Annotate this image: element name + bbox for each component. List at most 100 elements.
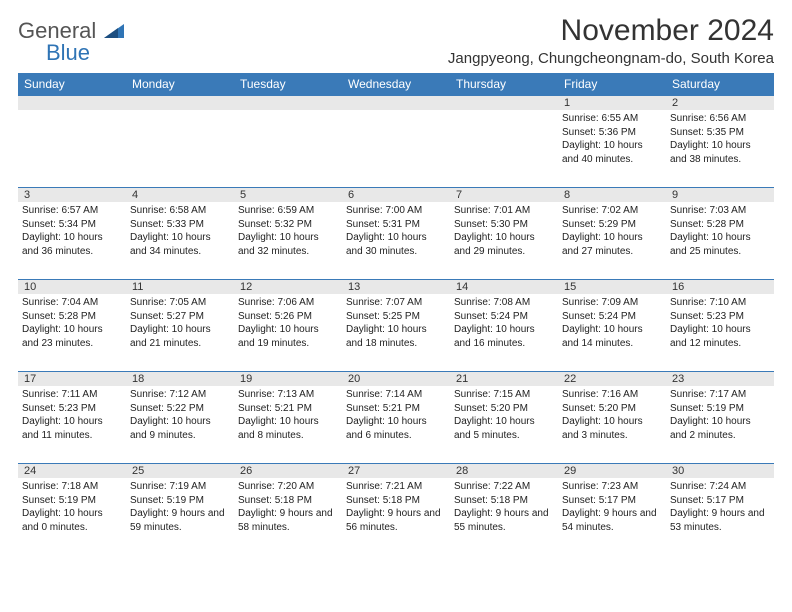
day-detail-line: Sunset: 5:36 PM [562,126,662,140]
day-number: 2 [666,96,774,110]
day-detail-line: Sunrise: 6:56 AM [670,112,770,126]
day-details [18,110,126,114]
calendar-cell: 5Sunrise: 6:59 AMSunset: 5:32 PMDaylight… [234,188,342,280]
day-number [126,96,234,110]
day-detail-line: Daylight: 9 hours and 54 minutes. [562,507,662,534]
day-detail-line: Daylight: 10 hours and 16 minutes. [454,323,554,350]
day-detail-line: Sunset: 5:27 PM [130,310,230,324]
day-details: Sunrise: 7:17 AMSunset: 5:19 PMDaylight:… [666,386,774,444]
calendar-cell: 14Sunrise: 7:08 AMSunset: 5:24 PMDayligh… [450,280,558,372]
day-detail-line: Sunrise: 6:58 AM [130,204,230,218]
day-detail-line: Sunset: 5:18 PM [238,494,338,508]
day-number: 10 [18,280,126,294]
day-details: Sunrise: 7:15 AMSunset: 5:20 PMDaylight:… [450,386,558,444]
day-detail-line: Sunset: 5:34 PM [22,218,122,232]
day-number: 24 [18,464,126,478]
logo-text-2: Blue [46,40,124,66]
day-detail-line: Sunset: 5:17 PM [670,494,770,508]
day-number: 21 [450,372,558,386]
calendar-cell: 28Sunrise: 7:22 AMSunset: 5:18 PMDayligh… [450,464,558,556]
day-details: Sunrise: 6:59 AMSunset: 5:32 PMDaylight:… [234,202,342,260]
day-number [450,96,558,110]
day-detail-line: Sunset: 5:29 PM [562,218,662,232]
day-detail-line: Sunrise: 7:17 AM [670,388,770,402]
day-detail-line: Sunset: 5:21 PM [238,402,338,416]
calendar-cell: 23Sunrise: 7:17 AMSunset: 5:19 PMDayligh… [666,372,774,464]
day-details: Sunrise: 7:08 AMSunset: 5:24 PMDaylight:… [450,294,558,352]
day-details: Sunrise: 7:16 AMSunset: 5:20 PMDaylight:… [558,386,666,444]
calendar-week-row: 1Sunrise: 6:55 AMSunset: 5:36 PMDaylight… [18,96,774,188]
day-detail-line: Sunrise: 7:00 AM [346,204,446,218]
day-detail-line: Sunset: 5:26 PM [238,310,338,324]
day-details [342,110,450,114]
calendar-cell: 16Sunrise: 7:10 AMSunset: 5:23 PMDayligh… [666,280,774,372]
day-detail-line: Sunrise: 7:15 AM [454,388,554,402]
calendar-cell [450,96,558,188]
day-detail-line: Sunset: 5:35 PM [670,126,770,140]
calendar-body: 1 Sunrise: 6:55 AMSunset: 5:36 PM Daylight… [18,96,774,556]
day-details: Sunrise: 7:07 AMSunset: 5:25 PMDaylight:… [342,294,450,352]
day-details: Sunrise: 7:02 AMSunset: 5:29 PMDaylight:… [558,202,666,260]
day-detail-line: Sunrise: 7:13 AM [238,388,338,402]
day-detail-line: Sunrise: 7:06 AM [238,296,338,310]
day-number: 20 [342,372,450,386]
day-detail-line: Sunset: 5:18 PM [454,494,554,508]
header: General Blue November 2024 Jangpyeong, C… [18,14,774,67]
calendar-cell: 17Sunrise: 7:11 AMSunset: 5:23 PMDayligh… [18,372,126,464]
logo-text-block: General Blue [18,18,124,66]
day-detail-line: Sunrise: 6:55 AM [562,112,662,126]
day-number: 1 [558,96,666,110]
day-number: 26 [234,464,342,478]
day-detail-line: Daylight: 9 hours and 53 minutes. [670,507,770,534]
day-detail-line: Daylight: 9 hours and 59 minutes. [130,507,230,534]
day-detail-line: Sunrise: 7:16 AM [562,388,662,402]
day-detail-line: Sunset: 5:30 PM [454,218,554,232]
day-detail-line: Sunrise: 7:08 AM [454,296,554,310]
day-number: 28 [450,464,558,478]
day-details: Sunrise: 7:13 AMSunset: 5:21 PMDaylight:… [234,386,342,444]
day-detail-line: Sunset: 5:18 PM [346,494,446,508]
day-header-row: Sunday Monday Tuesday Wednesday Thursday… [18,73,774,96]
day-detail-line: Daylight: 10 hours and 12 minutes. [670,323,770,350]
day-detail-line: Sunset: 5:20 PM [454,402,554,416]
day-number: 15 [558,280,666,294]
day-number: 6 [342,188,450,202]
day-header: Thursday [450,73,558,96]
day-number: 23 [666,372,774,386]
calendar-cell: 19Sunrise: 7:13 AMSunset: 5:21 PMDayligh… [234,372,342,464]
calendar-cell: 10Sunrise: 7:04 AMSunset: 5:28 PMDayligh… [18,280,126,372]
day-number: 12 [234,280,342,294]
day-details: Sunrise: 7:20 AMSunset: 5:18 PMDaylight:… [234,478,342,536]
day-detail-line: Daylight: 10 hours and 11 minutes. [22,415,122,442]
day-detail-line: Sunset: 5:17 PM [562,494,662,508]
calendar-cell: 26Sunrise: 7:20 AMSunset: 5:18 PMDayligh… [234,464,342,556]
calendar-cell: 6Sunrise: 7:00 AMSunset: 5:31 PMDaylight… [342,188,450,280]
day-detail-line: Sunrise: 7:01 AM [454,204,554,218]
day-detail-line: Daylight: 10 hours and 34 minutes. [130,231,230,258]
day-number: 17 [18,372,126,386]
calendar-cell: 1Sunrise: 6:55 AMSunset: 5:36 PMDaylight… [558,96,666,188]
day-detail-line: Sunrise: 7:09 AM [562,296,662,310]
day-detail-line: Sunrise: 7:24 AM [670,480,770,494]
day-detail-line: Daylight: 10 hours and 23 minutes. [22,323,122,350]
day-details: Sunrise: 7:21 AMSunset: 5:18 PMDaylight:… [342,478,450,536]
day-detail-line: Daylight: 10 hours and 6 minutes. [346,415,446,442]
calendar-cell: 30Sunrise: 7:24 AMSunset: 5:17 PMDayligh… [666,464,774,556]
day-number: 5 [234,188,342,202]
day-details: Sunrise: 7:19 AMSunset: 5:19 PMDaylight:… [126,478,234,536]
calendar-cell: 2Sunrise: 6:56 AMSunset: 5:35 PMDaylight… [666,96,774,188]
day-detail-line: Daylight: 10 hours and 19 minutes. [238,323,338,350]
day-number: 25 [126,464,234,478]
day-details: Sunrise: 7:22 AMSunset: 5:18 PMDaylight:… [450,478,558,536]
logo: General Blue [18,18,124,66]
logo-triangle-icon [104,18,124,43]
day-detail-line: Sunrise: 7:11 AM [22,388,122,402]
day-detail-line: Daylight: 10 hours and 8 minutes. [238,415,338,442]
day-detail-line: Sunrise: 7:14 AM [346,388,446,402]
day-details: Sunrise: 7:01 AMSunset: 5:30 PMDaylight:… [450,202,558,260]
calendar-week-row: 3Sunrise: 6:57 AMSunset: 5:34 PMDaylight… [18,188,774,280]
day-detail-line: Sunrise: 7:10 AM [670,296,770,310]
day-detail-line: Sunrise: 7:23 AM [562,480,662,494]
day-details: Sunrise: 6:57 AMSunset: 5:34 PMDaylight:… [18,202,126,260]
day-number: 11 [126,280,234,294]
